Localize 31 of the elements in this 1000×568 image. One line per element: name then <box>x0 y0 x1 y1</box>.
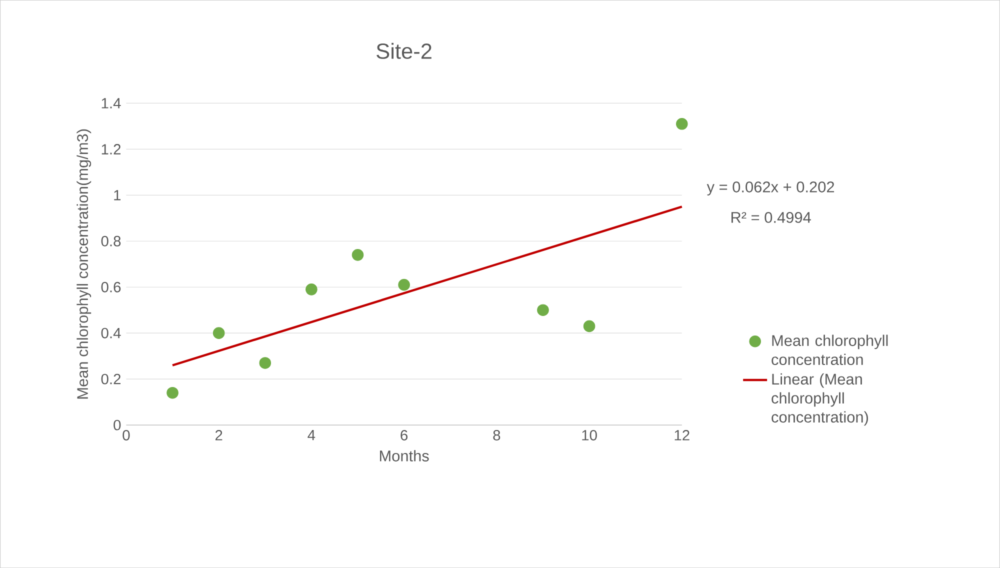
point <box>537 304 549 316</box>
point <box>259 356 272 369</box>
x-tick-label: 6 <box>400 430 408 440</box>
y-axis-title: Mean chlorophyll concentration(mg/m3) <box>76 129 92 398</box>
point <box>398 278 410 291</box>
x-tick-label: 8 <box>493 430 500 440</box>
y-tick-label: 0 <box>114 420 121 430</box>
point <box>676 118 688 130</box>
text: y = 0.062x + 0.202 <box>706 181 834 196</box>
point <box>583 320 596 332</box>
x-tick-label: 2 <box>215 430 222 440</box>
point <box>212 327 225 339</box>
y-tick-label: 0.8 <box>101 236 121 246</box>
text: R² = 0.4994 <box>731 212 811 223</box>
y-tick-label: 1.4 <box>102 98 121 108</box>
point <box>306 283 318 296</box>
legend-label: Mean chlorophyll concentration <box>772 334 888 365</box>
chart-title: Site-2 <box>376 42 432 59</box>
point <box>352 248 364 261</box>
y-tick-label: 0.6 <box>101 282 121 292</box>
x-tick-label: 4 <box>308 430 316 440</box>
y-tick-label: 1 <box>114 190 121 200</box>
x-tick-label: 0 <box>122 430 130 440</box>
x-tick-label: 12 <box>674 430 690 440</box>
point <box>166 386 178 399</box>
y-tick-label: 0.4 <box>101 328 121 338</box>
x-tick-label: 10 <box>582 430 597 440</box>
legend-label: Linear (Mean chlorophyll concentration) <box>772 373 868 426</box>
y-tick-label: 1.2 <box>102 144 120 154</box>
y-tick-label: 0.2 <box>101 374 120 384</box>
x-axis-title: Months <box>380 450 429 462</box>
